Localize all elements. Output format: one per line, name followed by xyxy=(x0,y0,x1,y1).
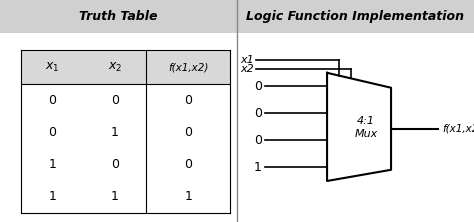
Text: 1: 1 xyxy=(111,126,119,139)
Text: Mux: Mux xyxy=(355,129,378,139)
Text: 0: 0 xyxy=(254,80,262,93)
Text: 0: 0 xyxy=(184,94,192,107)
Text: 4:1: 4:1 xyxy=(357,116,375,126)
Text: 0: 0 xyxy=(111,158,119,171)
Bar xyxy=(21,50,230,84)
Text: f(x1,x2): f(x1,x2) xyxy=(168,62,209,72)
Text: 0: 0 xyxy=(184,126,192,139)
Text: $x_1$: $x_1$ xyxy=(45,61,59,74)
Text: 0: 0 xyxy=(111,94,119,107)
Text: 1: 1 xyxy=(254,161,262,174)
Text: Truth Table: Truth Table xyxy=(79,10,158,23)
Text: 0: 0 xyxy=(48,126,56,139)
Text: Logic Function Implementation: Logic Function Implementation xyxy=(246,10,465,23)
Text: f(x1,x2): f(x1,x2) xyxy=(442,124,474,134)
Text: 0: 0 xyxy=(184,158,192,171)
Text: $x_2$: $x_2$ xyxy=(108,61,122,74)
Text: 0: 0 xyxy=(48,94,56,107)
Text: 0: 0 xyxy=(254,134,262,147)
Text: 0: 0 xyxy=(254,107,262,120)
Text: 1: 1 xyxy=(48,190,56,203)
Text: 1: 1 xyxy=(184,190,192,203)
Text: x2: x2 xyxy=(240,64,254,74)
Text: 1: 1 xyxy=(111,190,119,203)
Text: 1: 1 xyxy=(48,158,56,171)
Text: x1: x1 xyxy=(240,55,254,65)
